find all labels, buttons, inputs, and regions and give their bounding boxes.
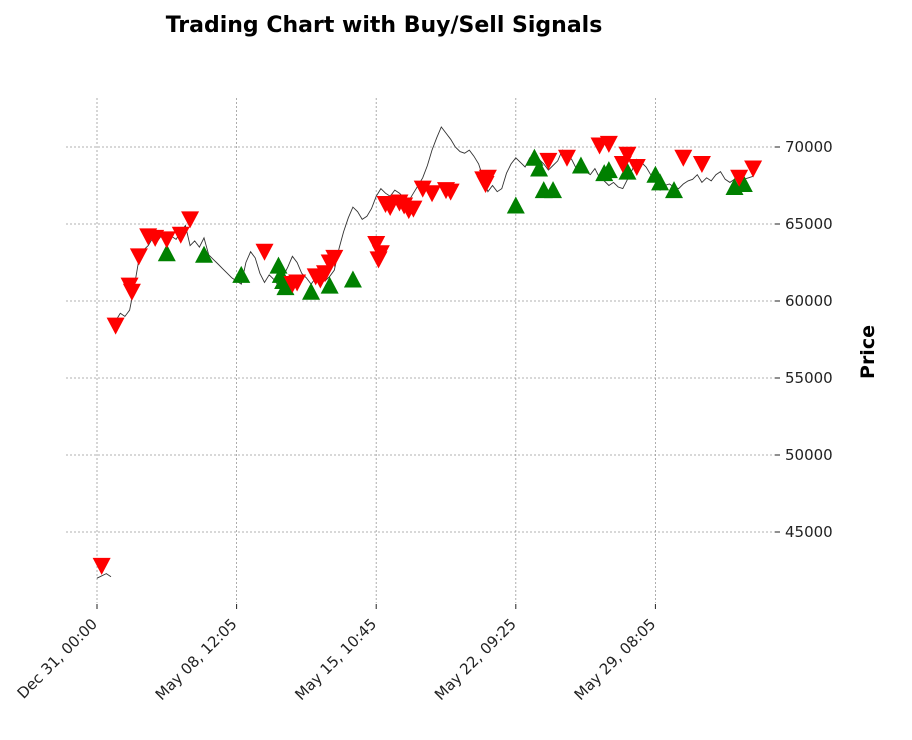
y-tick-label: 65000 bbox=[785, 215, 833, 233]
buy-marker bbox=[276, 278, 295, 296]
y-axis-label: Price bbox=[857, 325, 879, 379]
sell-marker bbox=[692, 155, 711, 173]
grid bbox=[66, 98, 775, 603]
y-tick-label: 55000 bbox=[785, 369, 833, 387]
x-tick-label: May 22, 09:25 bbox=[431, 615, 520, 704]
sell-marker bbox=[599, 135, 618, 153]
y-tick-label: 60000 bbox=[785, 292, 833, 310]
x-tick-label: Dec 31, 00:00 bbox=[14, 615, 101, 702]
sell-marker bbox=[181, 211, 200, 229]
sell-marker bbox=[627, 159, 646, 177]
sell-marker bbox=[557, 149, 576, 167]
sell-marker bbox=[413, 180, 432, 198]
buy-marker bbox=[530, 159, 549, 177]
sell-marker bbox=[381, 199, 400, 217]
buy-marker bbox=[734, 174, 753, 192]
buy-marker bbox=[195, 245, 214, 263]
sell-marker bbox=[744, 160, 763, 178]
sell-marker bbox=[404, 200, 423, 218]
sell-marker bbox=[478, 169, 497, 187]
sell-marker bbox=[423, 185, 442, 203]
sell-marker bbox=[255, 243, 274, 261]
sell-marker bbox=[288, 274, 307, 292]
price-line bbox=[96, 126, 754, 579]
sell-marker bbox=[129, 248, 148, 266]
buy-marker bbox=[571, 156, 590, 174]
sell-marker bbox=[441, 183, 460, 201]
buy-marker bbox=[665, 181, 684, 199]
sell-marker bbox=[539, 152, 558, 170]
sell-marker bbox=[171, 226, 190, 244]
buy-marker bbox=[651, 173, 670, 191]
y-tick-label: 70000 bbox=[785, 138, 833, 156]
sell-marker bbox=[92, 557, 111, 575]
buy-marker bbox=[320, 276, 339, 294]
y-tick-label: 45000 bbox=[785, 523, 833, 541]
x-axis: Dec 31, 00:00 May 08, 12:05 May 15, 10:45 M… bbox=[14, 604, 660, 704]
sell-marker bbox=[367, 236, 386, 254]
sell-marker bbox=[325, 249, 344, 267]
x-tick-label: May 15, 10:45 bbox=[291, 615, 380, 704]
y-axis: 45000 50000 55000 60000 65000 70000 bbox=[775, 138, 833, 541]
buy-marker bbox=[343, 270, 362, 288]
sell-marker bbox=[371, 245, 390, 263]
plot-area bbox=[92, 126, 763, 579]
buy-marker bbox=[599, 161, 618, 179]
buy-marker bbox=[269, 256, 288, 274]
buy-marker bbox=[232, 265, 251, 283]
sell-marker bbox=[122, 283, 141, 301]
buy-marker bbox=[618, 162, 637, 180]
y-tick-label: 50000 bbox=[785, 446, 833, 464]
sell-marker bbox=[157, 231, 176, 249]
buy-marker bbox=[506, 196, 525, 214]
buy-marker bbox=[157, 244, 176, 262]
x-tick-label: May 29, 08:05 bbox=[571, 615, 660, 704]
sell-marker bbox=[106, 317, 125, 335]
sell-marker bbox=[730, 169, 749, 187]
x-tick-label: May 08, 12:05 bbox=[152, 615, 241, 704]
buy-marker bbox=[544, 181, 563, 199]
buy-marker bbox=[302, 282, 321, 300]
sell-marker bbox=[674, 149, 693, 167]
sell-marker bbox=[618, 146, 637, 164]
chart-title: Trading Chart with Buy/Sell Signals bbox=[166, 13, 603, 38]
